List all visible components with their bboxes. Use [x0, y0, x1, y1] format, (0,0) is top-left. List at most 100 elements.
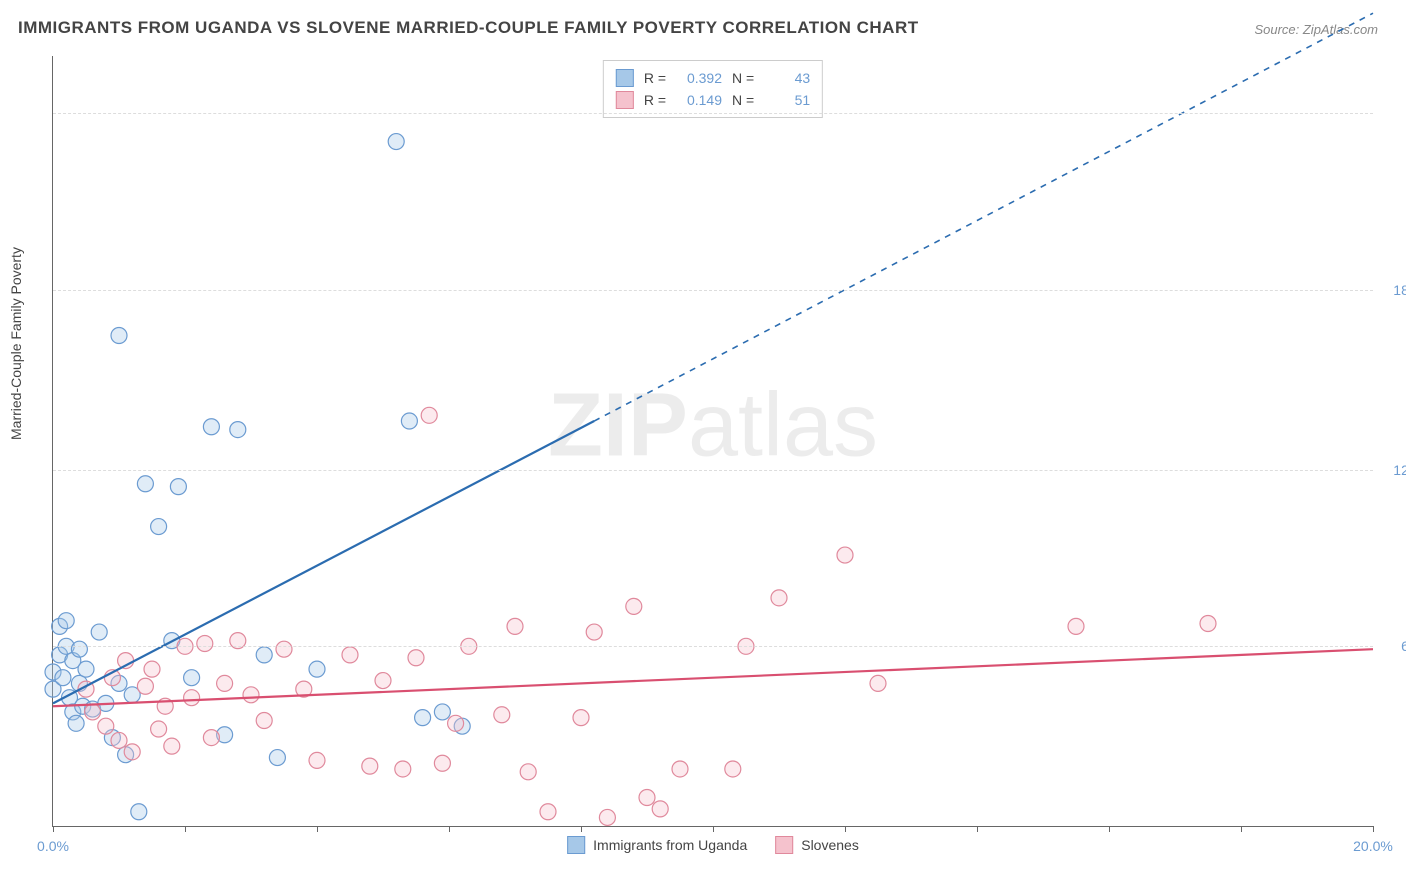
point-slovenes [98, 718, 114, 734]
point-slovenes [540, 804, 556, 820]
point-uganda [203, 419, 219, 435]
n-label: N = [730, 67, 756, 89]
gridline [53, 290, 1373, 291]
legend-row-slovenes: R = 0.149 N = 51 [616, 89, 810, 111]
chart-title: IMMIGRANTS FROM UGANDA VS SLOVENE MARRIE… [18, 18, 919, 38]
point-uganda [151, 519, 167, 535]
r-label: R = [642, 89, 668, 111]
point-uganda [434, 704, 450, 720]
point-slovenes [375, 673, 391, 689]
point-slovenes [870, 675, 886, 691]
source-label: Source: ZipAtlas.com [1254, 22, 1378, 37]
point-slovenes [573, 710, 589, 726]
n-value-slovenes: 51 [764, 89, 810, 111]
n-label: N = [730, 89, 756, 111]
x-tick [185, 826, 186, 832]
point-slovenes [342, 647, 358, 663]
point-slovenes [520, 764, 536, 780]
y-tick-label: 18.8% [1383, 282, 1406, 298]
x-tick [53, 826, 54, 832]
point-slovenes [276, 641, 292, 657]
series-legend: Immigrants from Uganda Slovenes [567, 836, 859, 854]
point-slovenes [395, 761, 411, 777]
point-slovenes [309, 752, 325, 768]
point-uganda [137, 476, 153, 492]
x-tick [1109, 826, 1110, 832]
plot-area: ZIPatlas R = 0.392 N = 43 R = 0.149 N = … [52, 56, 1373, 827]
point-uganda [309, 661, 325, 677]
point-slovenes [652, 801, 668, 817]
point-slovenes [124, 744, 140, 760]
swatch-uganda [616, 69, 634, 87]
point-slovenes [256, 712, 272, 728]
swatch-uganda [567, 836, 585, 854]
point-slovenes [771, 590, 787, 606]
point-slovenes [164, 738, 180, 754]
point-uganda [388, 134, 404, 150]
x-tick-label: 0.0% [37, 838, 69, 854]
point-slovenes [672, 761, 688, 777]
point-uganda [131, 804, 147, 820]
gridline [53, 646, 1373, 647]
point-slovenes [137, 678, 153, 694]
point-slovenes [362, 758, 378, 774]
point-uganda [111, 327, 127, 343]
point-uganda [71, 641, 87, 657]
trendline-slovenes [53, 649, 1373, 706]
point-slovenes [203, 730, 219, 746]
r-value-uganda: 0.392 [676, 67, 722, 89]
point-uganda [55, 670, 71, 686]
point-slovenes [639, 789, 655, 805]
point-slovenes [837, 547, 853, 563]
point-slovenes [197, 635, 213, 651]
point-uganda [170, 479, 186, 495]
x-tick [845, 826, 846, 832]
point-slovenes [144, 661, 160, 677]
point-slovenes [408, 650, 424, 666]
point-uganda [401, 413, 417, 429]
point-slovenes [434, 755, 450, 771]
swatch-slovenes [616, 91, 634, 109]
y-tick-label: 12.5% [1383, 462, 1406, 478]
point-uganda [184, 670, 200, 686]
r-value-slovenes: 0.149 [676, 89, 722, 111]
x-tick [449, 826, 450, 832]
point-uganda [78, 661, 94, 677]
x-tick [977, 826, 978, 832]
gridline [53, 470, 1373, 471]
swatch-slovenes [775, 836, 793, 854]
point-slovenes [586, 624, 602, 640]
trendline-uganda [53, 421, 594, 703]
point-slovenes [1068, 618, 1084, 634]
legend-row-uganda: R = 0.392 N = 43 [616, 67, 810, 89]
point-uganda [415, 710, 431, 726]
point-slovenes [421, 407, 437, 423]
point-uganda [58, 613, 74, 629]
y-axis-label: Married-Couple Family Poverty [8, 247, 24, 440]
point-uganda [68, 715, 84, 731]
point-slovenes [243, 687, 259, 703]
x-tick [1241, 826, 1242, 832]
legend-label-slovenes: Slovenes [801, 837, 859, 853]
point-slovenes [494, 707, 510, 723]
point-slovenes [217, 675, 233, 691]
legend-item-slovenes: Slovenes [775, 836, 859, 854]
legend-label-uganda: Immigrants from Uganda [593, 837, 747, 853]
x-tick [713, 826, 714, 832]
point-slovenes [1200, 616, 1216, 632]
point-uganda [269, 750, 285, 766]
point-slovenes [151, 721, 167, 737]
y-tick-label: 6.3% [1383, 638, 1406, 654]
x-tick [317, 826, 318, 832]
gridline [53, 113, 1373, 114]
x-tick [1373, 826, 1374, 832]
x-tick [581, 826, 582, 832]
point-uganda [91, 624, 107, 640]
n-value-uganda: 43 [764, 67, 810, 89]
point-slovenes [85, 704, 101, 720]
scatter-svg [53, 56, 1373, 826]
point-slovenes [184, 690, 200, 706]
r-label: R = [642, 67, 668, 89]
point-slovenes [111, 732, 127, 748]
point-uganda [230, 422, 246, 438]
